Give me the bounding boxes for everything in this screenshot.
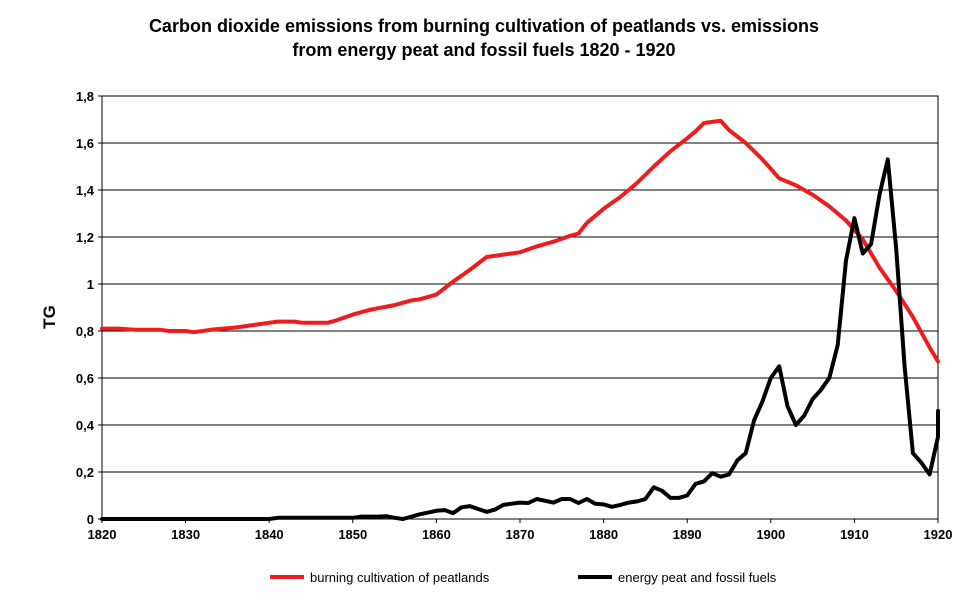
x-tick-label: 1920 xyxy=(924,527,953,542)
legend-label: energy peat and fossil fuels xyxy=(618,570,777,585)
y-tick-label: 1,2 xyxy=(76,230,94,245)
legend: burning cultivation of peatlands energy p… xyxy=(270,570,777,585)
x-tick-label: 1870 xyxy=(506,527,535,542)
y-tick-label: 0,8 xyxy=(76,324,94,339)
x-tick-label: 1900 xyxy=(756,527,785,542)
chart-title-line-2: from energy peat and fossil fuels 1820 -… xyxy=(292,40,676,60)
x-tick-label: 1880 xyxy=(589,527,618,542)
x-tick-label: 1910 xyxy=(840,527,869,542)
legend-label: burning cultivation of peatlands xyxy=(310,570,490,585)
series-line-peatland-cultivation xyxy=(100,118,940,364)
series-lines xyxy=(100,118,940,521)
series-line-energy-peat-fossil xyxy=(100,157,940,521)
y-axis-label: TG xyxy=(40,305,59,329)
x-tick-label: 1830 xyxy=(171,527,200,542)
y-axis-ticks: 0 0,2 0,4 0,6 0,8 1 1,2 1,4 1,6 1,8 xyxy=(76,89,102,527)
grid-lines xyxy=(102,142,938,473)
x-tick-label: 1860 xyxy=(422,527,451,542)
y-tick-label: 1,4 xyxy=(76,183,95,198)
x-tick-label: 1840 xyxy=(255,527,284,542)
y-tick-label: 1,6 xyxy=(76,136,94,151)
y-tick-label: 0,6 xyxy=(76,371,94,386)
x-axis-ticks: 1820 1830 1840 1850 1860 1870 1880 1890 1900 1910… xyxy=(88,519,953,542)
y-tick-label: 1 xyxy=(87,277,94,292)
chart-title-line-1: Carbon dioxide emissions from burning cu… xyxy=(148,16,820,36)
x-tick-label: 1820 xyxy=(88,527,117,542)
y-tick-label: 0 xyxy=(87,512,94,527)
x-tick-label: 1890 xyxy=(673,527,702,542)
y-tick-label: 0,4 xyxy=(76,418,95,433)
x-tick-label: 1850 xyxy=(338,527,367,542)
plot-area-frame xyxy=(101,95,939,520)
y-tick-label: 1,8 xyxy=(76,89,94,104)
y-tick-label: 0,2 xyxy=(76,465,94,480)
